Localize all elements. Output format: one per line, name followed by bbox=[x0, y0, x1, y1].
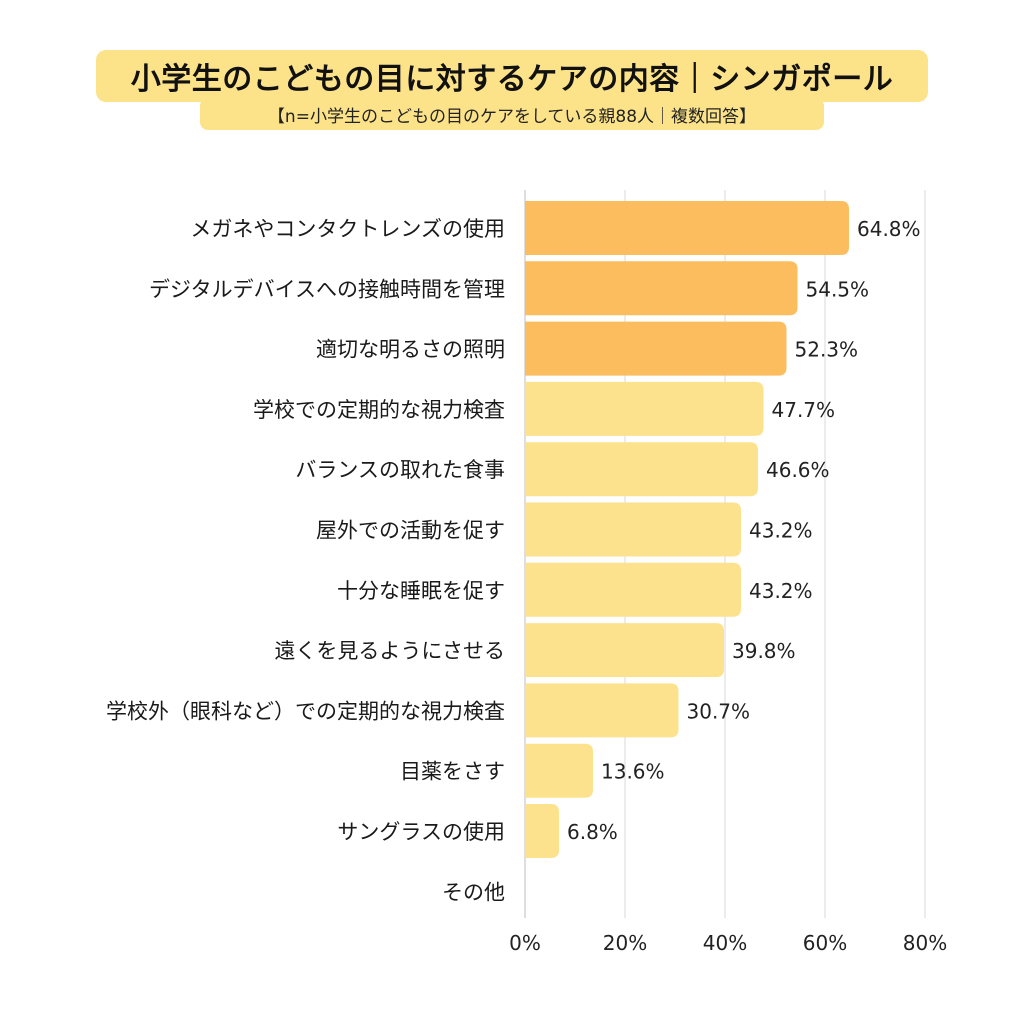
value-label: 54.5% bbox=[806, 277, 870, 301]
category-label: サングラスの使用 bbox=[337, 820, 505, 844]
category-label: その他 bbox=[442, 880, 505, 904]
value-label: 52.3% bbox=[795, 338, 859, 362]
value-label: 13.6% bbox=[601, 760, 665, 784]
category-label: 適切な明るさの照明 bbox=[316, 338, 505, 362]
chart-subtitle: 【n=小学生のこどもの目のケアをしている親88人｜複数回答】 bbox=[200, 98, 824, 130]
category-label: 学校での定期的な視力検査 bbox=[253, 398, 505, 422]
bar bbox=[525, 683, 679, 738]
value-label: 64.8% bbox=[857, 217, 921, 241]
bar bbox=[525, 804, 559, 858]
category-label: バランスの取れた食事 bbox=[295, 458, 505, 482]
x-tick-label: 20% bbox=[603, 931, 647, 955]
value-label: 30.7% bbox=[687, 699, 751, 723]
x-tick-label: 0% bbox=[509, 931, 541, 955]
chart-title: 小学生のこどもの目に対するケアの内容｜シンガポール bbox=[96, 50, 928, 102]
category-label: デジタルデバイスへの接触時間を管理 bbox=[149, 277, 505, 301]
value-label: 43.2% bbox=[749, 579, 813, 603]
bar bbox=[525, 201, 849, 255]
value-label: 43.2% bbox=[749, 519, 813, 543]
value-label: 46.6% bbox=[766, 458, 830, 482]
bar bbox=[525, 261, 798, 316]
category-label: 学校外（眼科など）での定期的な視力検査 bbox=[106, 699, 505, 723]
bar bbox=[525, 623, 724, 678]
category-label: 遠くを見るようにさせる bbox=[274, 639, 505, 663]
bar bbox=[525, 321, 787, 376]
category-label: 目薬をさす bbox=[400, 760, 505, 784]
category-label: 十分な睡眠を促す bbox=[337, 579, 505, 603]
x-tick-label: 60% bbox=[803, 931, 847, 955]
bar bbox=[525, 442, 758, 497]
category-label: メガネやコンタクトレンズの使用 bbox=[190, 217, 505, 241]
value-label: 39.8% bbox=[732, 639, 796, 663]
category-label: 屋外での活動を促す bbox=[316, 519, 505, 543]
x-tick-label: 80% bbox=[903, 931, 947, 955]
bar bbox=[525, 562, 741, 617]
x-tick-label: 40% bbox=[703, 931, 747, 955]
bar bbox=[525, 743, 593, 798]
bar bbox=[525, 502, 741, 557]
bar bbox=[525, 381, 764, 436]
value-label: 47.7% bbox=[772, 398, 836, 422]
value-label: 6.8% bbox=[567, 820, 618, 844]
